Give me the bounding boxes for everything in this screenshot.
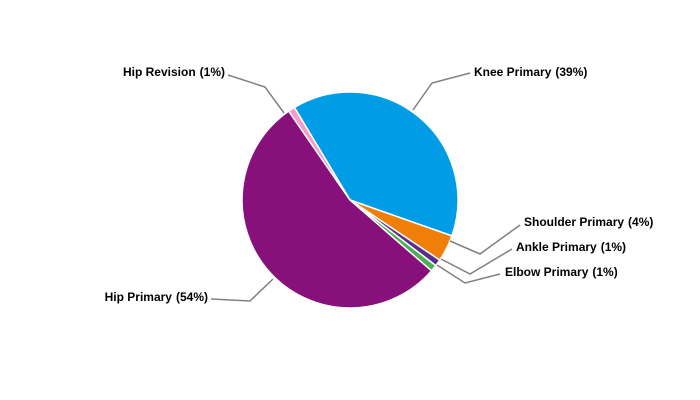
pie-slice	[241, 110, 433, 309]
leader-line	[227, 74, 285, 114]
leader-line	[440, 248, 513, 275]
slice-value-label: (1%)	[592, 265, 617, 279]
leader-line	[412, 72, 471, 111]
slice-name: Hip Revision	[123, 65, 196, 79]
slice-name: Hip Primary	[105, 290, 173, 304]
slice-value-label: (1%)	[200, 65, 225, 79]
slice-label: Hip Primary (54%)	[105, 290, 208, 304]
leader-line	[449, 224, 521, 255]
slice-name: Ankle Primary	[516, 240, 597, 254]
slice-value-label: (39%)	[555, 65, 587, 79]
slice-label: Shoulder Primary (4%)	[524, 215, 653, 229]
slice-value-label: (1%)	[601, 240, 626, 254]
slice-value-label: (54%)	[176, 290, 208, 304]
slice-name: Knee Primary	[474, 65, 552, 79]
slice-label: Elbow Primary (1%)	[505, 265, 618, 279]
slice-label: Hip Revision (1%)	[123, 65, 225, 79]
slice-name: Elbow Primary	[505, 265, 589, 279]
leader-line	[436, 264, 501, 284]
pie-slice	[293, 91, 459, 237]
slice-name: Shoulder Primary	[524, 215, 624, 229]
slice-label: Knee Primary (39%)	[474, 65, 587, 79]
pie-slice	[287, 106, 351, 201]
slice-label: Ankle Primary (1%)	[516, 240, 626, 254]
slice-value-label: (4%)	[628, 215, 653, 229]
leader-line	[210, 278, 274, 302]
